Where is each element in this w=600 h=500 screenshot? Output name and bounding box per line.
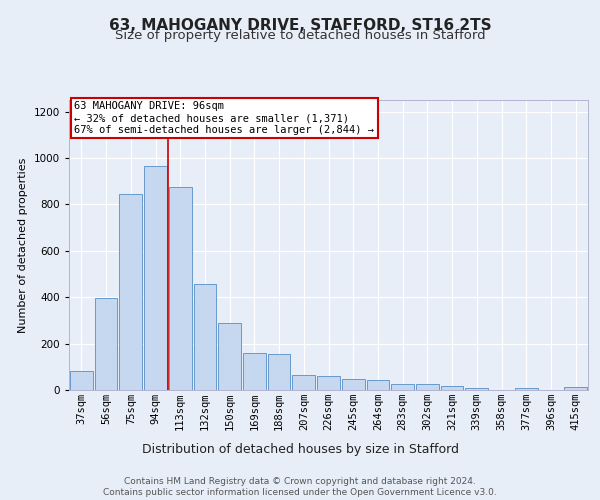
Text: 63, MAHOGANY DRIVE, STAFFORD, ST16 2TS: 63, MAHOGANY DRIVE, STAFFORD, ST16 2TS [109,18,491,32]
Bar [317,376,340,390]
Text: Size of property relative to detached houses in Stafford: Size of property relative to detached ho… [115,29,485,42]
Bar [194,284,216,390]
Bar [367,380,389,390]
Bar [342,379,365,390]
Text: Distribution of detached houses by size in Stafford: Distribution of detached houses by size … [142,442,458,456]
Bar [169,187,191,390]
Text: 63 MAHOGANY DRIVE: 96sqm
← 32% of detached houses are smaller (1,371)
67% of sem: 63 MAHOGANY DRIVE: 96sqm ← 32% of detach… [74,102,374,134]
Bar [515,388,538,390]
Bar [416,384,439,390]
Bar [119,194,142,390]
Text: Contains HM Land Registry data © Crown copyright and database right 2024.
Contai: Contains HM Land Registry data © Crown c… [103,478,497,497]
Bar [95,298,118,390]
Bar [218,322,241,390]
Bar [268,354,290,390]
Bar [292,375,315,390]
Y-axis label: Number of detached properties: Number of detached properties [18,158,28,332]
Bar [466,388,488,390]
Bar [144,166,167,390]
Bar [441,386,463,390]
Bar [70,372,93,390]
Bar [243,353,266,390]
Bar [391,384,414,390]
Bar [564,386,587,390]
